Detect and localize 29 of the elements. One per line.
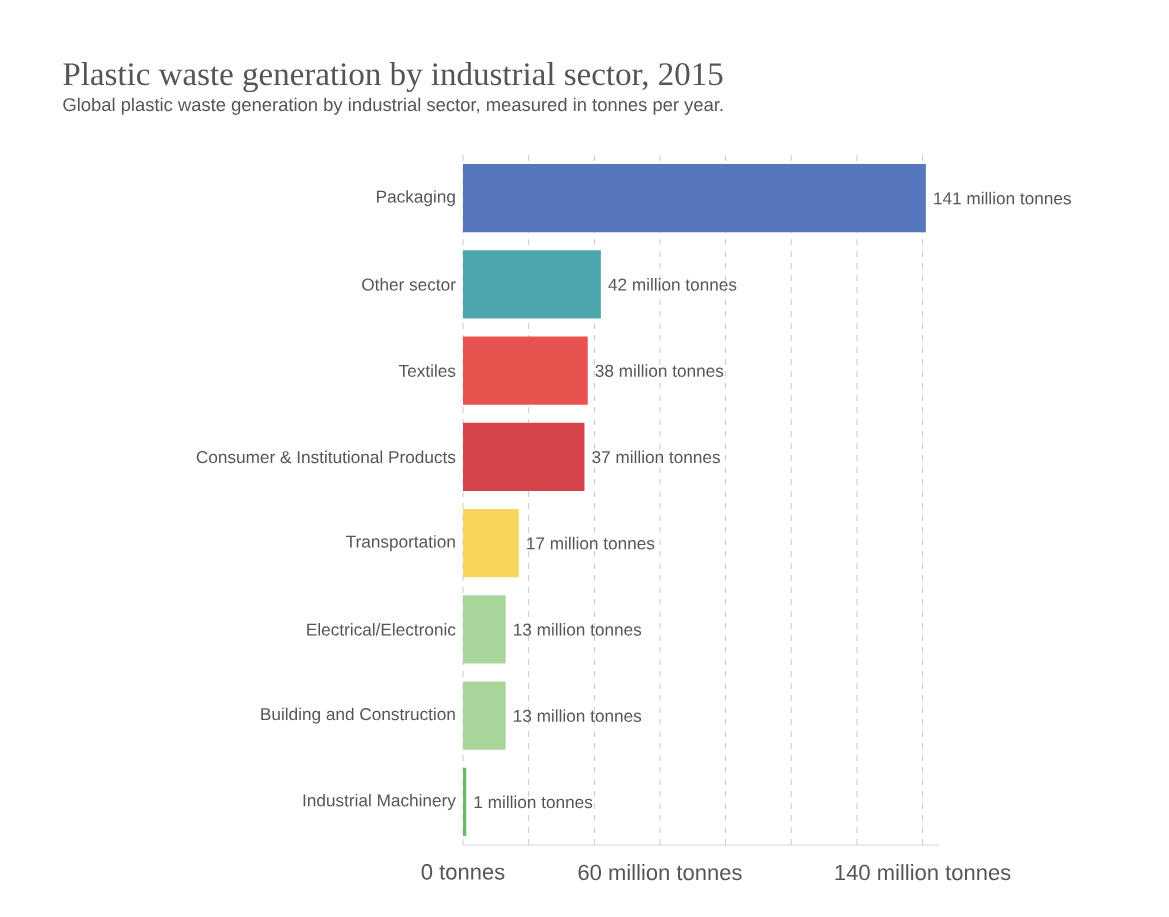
y-tick-label: Transportation <box>346 535 455 552</box>
y-tick-label: Textiles <box>398 364 456 377</box>
data-label: 37 million tonnes <box>592 450 720 464</box>
y-tick-label: Other sector <box>362 278 456 291</box>
bar <box>463 595 506 664</box>
y-tick-label: Packaging <box>377 190 455 207</box>
data-label: 13 million tonnes <box>514 709 642 722</box>
bar <box>463 681 506 750</box>
data-label: 42 million tonnes <box>608 278 737 291</box>
bar <box>463 336 588 405</box>
chart-subtitle: Global plastic waste generation by industrial sector, measured in tonnes per year. <box>63 97 723 115</box>
bar <box>463 164 926 233</box>
chart-title: Plastic waste generation by industrial sector, 2015 <box>63 62 723 93</box>
bar <box>463 250 601 319</box>
x-tick-label: 60 million tonnes <box>578 864 742 881</box>
data-label: 17 million tonnes <box>527 536 655 550</box>
y-tick-label: Electrical/Electronic <box>307 623 456 636</box>
bar <box>463 422 585 491</box>
data-label: 141 million tonnes <box>934 191 1071 205</box>
y-tick-label: Industrial Machinery <box>303 793 456 810</box>
y-tick-label: Consumer & Institutional Products <box>196 450 456 464</box>
bar <box>463 509 519 578</box>
data-label: 38 million tonnes <box>595 364 724 377</box>
y-tick-label: Building and Construction <box>261 707 455 724</box>
data-label: 1 million tonnes <box>474 795 593 809</box>
bar <box>463 767 467 836</box>
x-tick-label: 140 million tonnes <box>835 864 1011 881</box>
x-tick-label: 0 tonnes <box>421 864 505 880</box>
data-label: 13 million tonnes <box>514 623 642 636</box>
